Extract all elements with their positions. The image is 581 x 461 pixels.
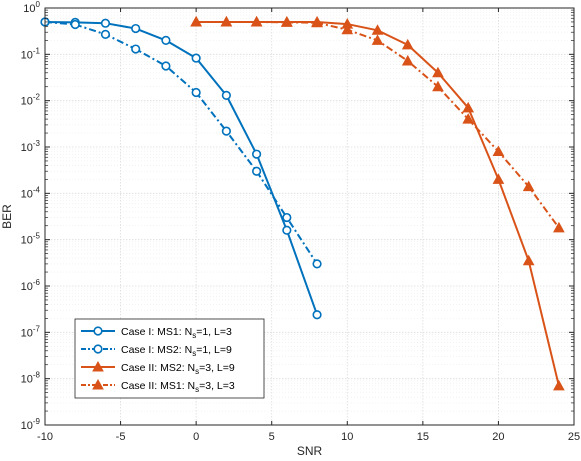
triangle-marker [462, 101, 475, 113]
triangle-marker [401, 54, 414, 66]
legend-entry-2: Case I: MS2: Ns=1, L=9 [81, 344, 232, 358]
circle-marker [221, 90, 231, 100]
series-line [44, 20, 319, 316]
circle-marker [282, 212, 292, 223]
circle-marker [131, 44, 141, 54]
axis-ticks [44, 7, 575, 426]
legend-entry-1: Case I: MS1: Ns=1, L=3 [81, 326, 232, 340]
triangle-marker [401, 38, 414, 50]
triangle-marker [492, 145, 505, 156]
x-tick-label: -5 [116, 431, 126, 443]
legend-entry-4: Case II: MS1: Ns=3, L=3 [81, 378, 235, 394]
y-tick-label: 100 [23, 0, 40, 15]
y-tick-label: 10-4 [21, 185, 41, 200]
x-tick-label: -10 [37, 431, 53, 443]
circle-marker [70, 19, 80, 30]
x-axis-label: SNR [297, 444, 323, 458]
circle-icon [93, 344, 103, 354]
x-tick-labels: -10 -5 0 5 10 15 20 25 [37, 431, 580, 443]
triangle-marker [250, 15, 263, 27]
y-tick-label: 10-7 [21, 324, 41, 339]
circle-icon [93, 326, 103, 336]
triangle-icon [92, 378, 104, 390]
circle-marker [252, 149, 262, 159]
y-tick-label: 10-3 [21, 139, 41, 154]
circle-marker [312, 310, 322, 320]
series-line [44, 20, 318, 265]
series-4 [190, 15, 565, 233]
plot-frame [44, 7, 575, 426]
y-tick-label: 10-8 [21, 371, 41, 386]
legend-entry-3: Case II: MS2: Ns=3, L=9 [81, 360, 235, 376]
y-tick-label: 10-1 [21, 46, 41, 61]
triangle-marker [553, 221, 565, 233]
y-tick-label: 10-6 [21, 278, 41, 293]
circle-marker [131, 23, 141, 34]
y-tick-label: 10-9 [21, 417, 41, 432]
series-layer [40, 15, 565, 391]
triangle-marker [522, 254, 535, 266]
triangle-marker [432, 66, 444, 78]
x-tick-label: 10 [341, 431, 353, 443]
triangle-marker [220, 15, 233, 27]
triangle-icon [92, 360, 104, 372]
y-tick-label: 10-2 [21, 93, 41, 108]
circle-marker [100, 18, 111, 28]
minor-grid [45, 9, 574, 412]
legend-label: Case II: MS2: Ns=3, L=9 [121, 362, 235, 376]
circle-marker [191, 53, 201, 63]
triangle-marker [371, 24, 384, 35]
legend-label: Case I: MS2: Ns=1, L=9 [121, 344, 232, 358]
circle-marker [161, 61, 171, 71]
x-tick-label: 15 [417, 431, 429, 443]
legend-label: Case I: MS1: Ns=1, L=3 [121, 326, 232, 340]
x-tick-label: 20 [492, 431, 504, 443]
y-axis-label: BER [0, 204, 14, 229]
circle-marker [191, 87, 201, 98]
x-tick-label: 5 [269, 431, 275, 443]
triangle-marker [522, 180, 535, 192]
triangle-marker [280, 16, 293, 27]
triangle-marker [462, 113, 475, 124]
circle-marker [312, 259, 322, 269]
circle-marker [161, 35, 171, 45]
x-tick-label: 0 [193, 431, 199, 443]
circle-marker [221, 126, 231, 136]
x-tick-label: 25 [568, 431, 580, 443]
y-tick-labels: 100 10-1 10-2 10-3 10-4 10-5 10-6 10-7 10-8 10-9 [21, 0, 41, 432]
triangle-marker [492, 173, 505, 184]
triangle-marker [371, 34, 384, 45]
legend: Case I: MS1: Ns=1, L=3 Case I: MS2: Ns=1,… [74, 318, 265, 399]
triangle-marker [341, 23, 354, 35]
legend-label: Case II: MS1: Ns=3, L=3 [121, 380, 235, 394]
triangle-marker [553, 379, 565, 391]
y-tick-label: 10-5 [21, 232, 41, 247]
series-2 [40, 17, 322, 269]
triangle-marker [432, 80, 444, 92]
circle-marker [100, 29, 111, 39]
circle-marker [282, 225, 292, 235]
triangle-marker [311, 16, 323, 28]
circle-marker [252, 166, 262, 176]
triangle-marker [190, 15, 202, 27]
